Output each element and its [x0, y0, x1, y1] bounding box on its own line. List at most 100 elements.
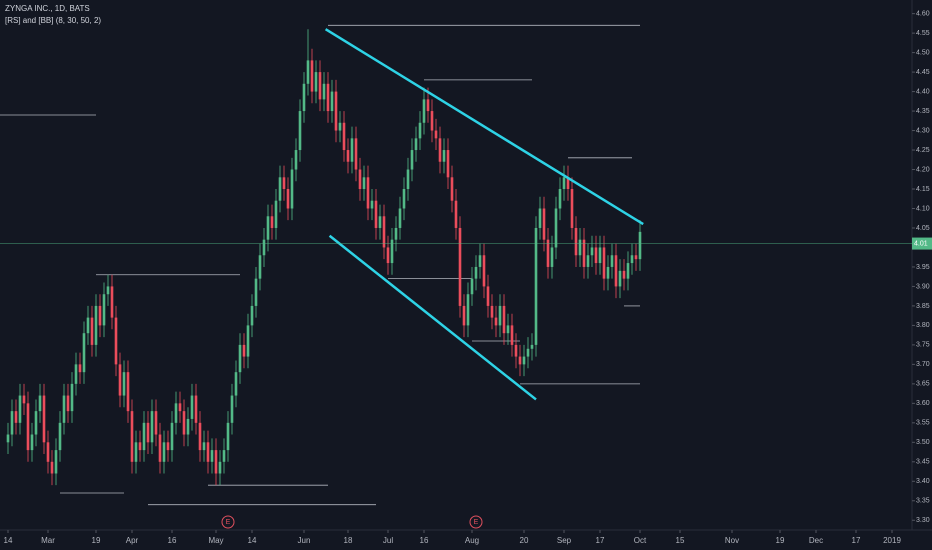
x-tick-label: May: [208, 536, 223, 545]
candle-body: [306, 60, 310, 84]
x-tick-label: 19: [776, 536, 785, 545]
candle-body: [438, 138, 442, 162]
candle-body: [302, 83, 306, 112]
y-tick-label: 3.45: [916, 459, 930, 466]
candle-body: [402, 189, 406, 209]
candle-body: [270, 216, 274, 228]
y-tick-label: 4.50: [916, 49, 930, 56]
y-tick-label: 4.20: [916, 166, 930, 173]
x-tick-label: Jun: [298, 536, 311, 545]
candle-body: [58, 422, 62, 451]
candle-body: [382, 216, 386, 248]
candle-body: [174, 403, 178, 423]
candle-body: [522, 356, 526, 365]
candle-body: [246, 325, 250, 357]
candle-body: [542, 208, 546, 240]
y-tick-label: 3.70: [916, 361, 930, 368]
candle-body: [258, 255, 262, 279]
candle-body: [282, 177, 286, 190]
y-tick-label: 4.15: [916, 186, 930, 193]
candle-body: [394, 227, 398, 240]
candle-body: [374, 200, 378, 228]
candle-body: [46, 442, 50, 462]
x-tick-label: 14: [248, 536, 257, 545]
candle-body: [534, 227, 538, 345]
candle-body: [414, 138, 418, 151]
candle-body: [218, 461, 222, 474]
y-tick-label: 3.30: [916, 517, 930, 524]
candle-body: [446, 150, 450, 178]
candle-body: [242, 344, 246, 357]
candle-body: [478, 255, 482, 267]
candle-body: [554, 208, 558, 248]
candle-body: [518, 356, 522, 365]
candle-body: [278, 177, 282, 201]
candle-body: [146, 422, 150, 443]
candle-body: [422, 99, 426, 123]
candle-body: [54, 450, 58, 474]
candle-body: [30, 434, 34, 451]
candle-body: [138, 442, 142, 451]
candle-body: [78, 364, 82, 373]
candle-body: [598, 247, 602, 264]
candle-body: [250, 305, 254, 326]
candle-body: [254, 278, 258, 306]
last-price-box: [912, 237, 932, 250]
candle-body: [186, 418, 190, 435]
x-tick-label: Sep: [557, 536, 572, 545]
candle-body: [506, 325, 510, 334]
y-tick-label: 4.05: [916, 225, 930, 232]
candle-body: [70, 383, 74, 412]
chart-title: ZYNGA INC., 1D, BATS: [5, 4, 90, 13]
candle-body: [214, 450, 218, 474]
x-tick-label: Apr: [126, 536, 139, 545]
candle-body: [222, 450, 226, 462]
candle-body: [310, 60, 314, 92]
candle-body: [102, 294, 106, 326]
candle-body: [426, 99, 430, 112]
candle-body: [170, 422, 174, 451]
candle-body: [74, 364, 78, 384]
candle-body: [466, 294, 470, 326]
candle-body: [182, 411, 186, 435]
x-tick-label: Nov: [725, 536, 739, 545]
candle-body: [430, 111, 434, 131]
candle-body: [82, 333, 86, 373]
candle-body: [570, 189, 574, 228]
candle-body: [26, 403, 30, 451]
candle-body: [406, 169, 410, 190]
candle-body: [530, 344, 534, 349]
candle-body: [434, 130, 438, 139]
y-tick-label: 3.75: [916, 342, 930, 349]
x-tick-label: 17: [852, 536, 861, 545]
candle-body: [346, 150, 350, 162]
candle-body: [410, 150, 414, 170]
candle-body: [22, 395, 26, 404]
candle-body: [586, 255, 590, 267]
candle-body: [398, 208, 402, 228]
candle-body: [574, 227, 578, 256]
candle-body: [286, 189, 290, 209]
candle-body: [294, 150, 298, 170]
candle-body: [546, 239, 550, 267]
y-tick-label: 4.25: [916, 147, 930, 154]
candle-body: [390, 239, 394, 264]
candle-body: [350, 138, 354, 162]
x-tick-label: 16: [420, 536, 429, 545]
candle-body: [354, 138, 358, 170]
candle-body: [462, 305, 466, 326]
candle-body: [514, 344, 518, 357]
candle-body: [290, 169, 294, 209]
candle-body: [634, 255, 638, 260]
event-label: E: [474, 519, 479, 526]
candle-body: [510, 325, 514, 345]
candle-body: [578, 239, 582, 256]
candle-body: [126, 372, 130, 412]
x-tick-label: 20: [520, 536, 529, 545]
candle-body: [538, 208, 542, 228]
candle-body: [594, 247, 598, 264]
candle-body: [18, 395, 22, 423]
x-tick-label: 17: [596, 536, 605, 545]
x-tick-label: 18: [344, 536, 353, 545]
